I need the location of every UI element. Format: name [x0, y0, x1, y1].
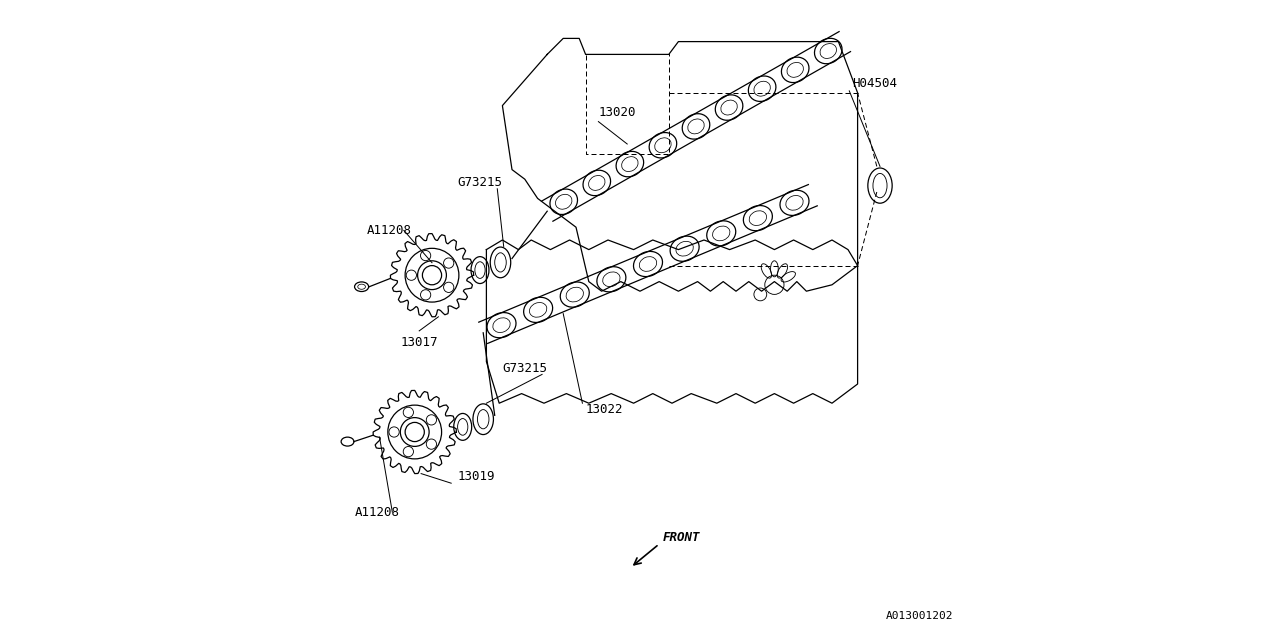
Text: 13022: 13022: [585, 403, 623, 416]
Text: 13020: 13020: [599, 106, 636, 118]
Text: A013001202: A013001202: [886, 611, 954, 621]
Text: A11208: A11208: [367, 224, 412, 237]
Text: A11208: A11208: [356, 506, 401, 518]
Text: G73215: G73215: [458, 176, 503, 189]
Text: FRONT: FRONT: [663, 531, 700, 544]
Text: 13017: 13017: [401, 336, 438, 349]
Text: H04504: H04504: [852, 77, 897, 90]
Text: G73215: G73215: [502, 362, 548, 374]
Text: 13019: 13019: [458, 470, 495, 483]
